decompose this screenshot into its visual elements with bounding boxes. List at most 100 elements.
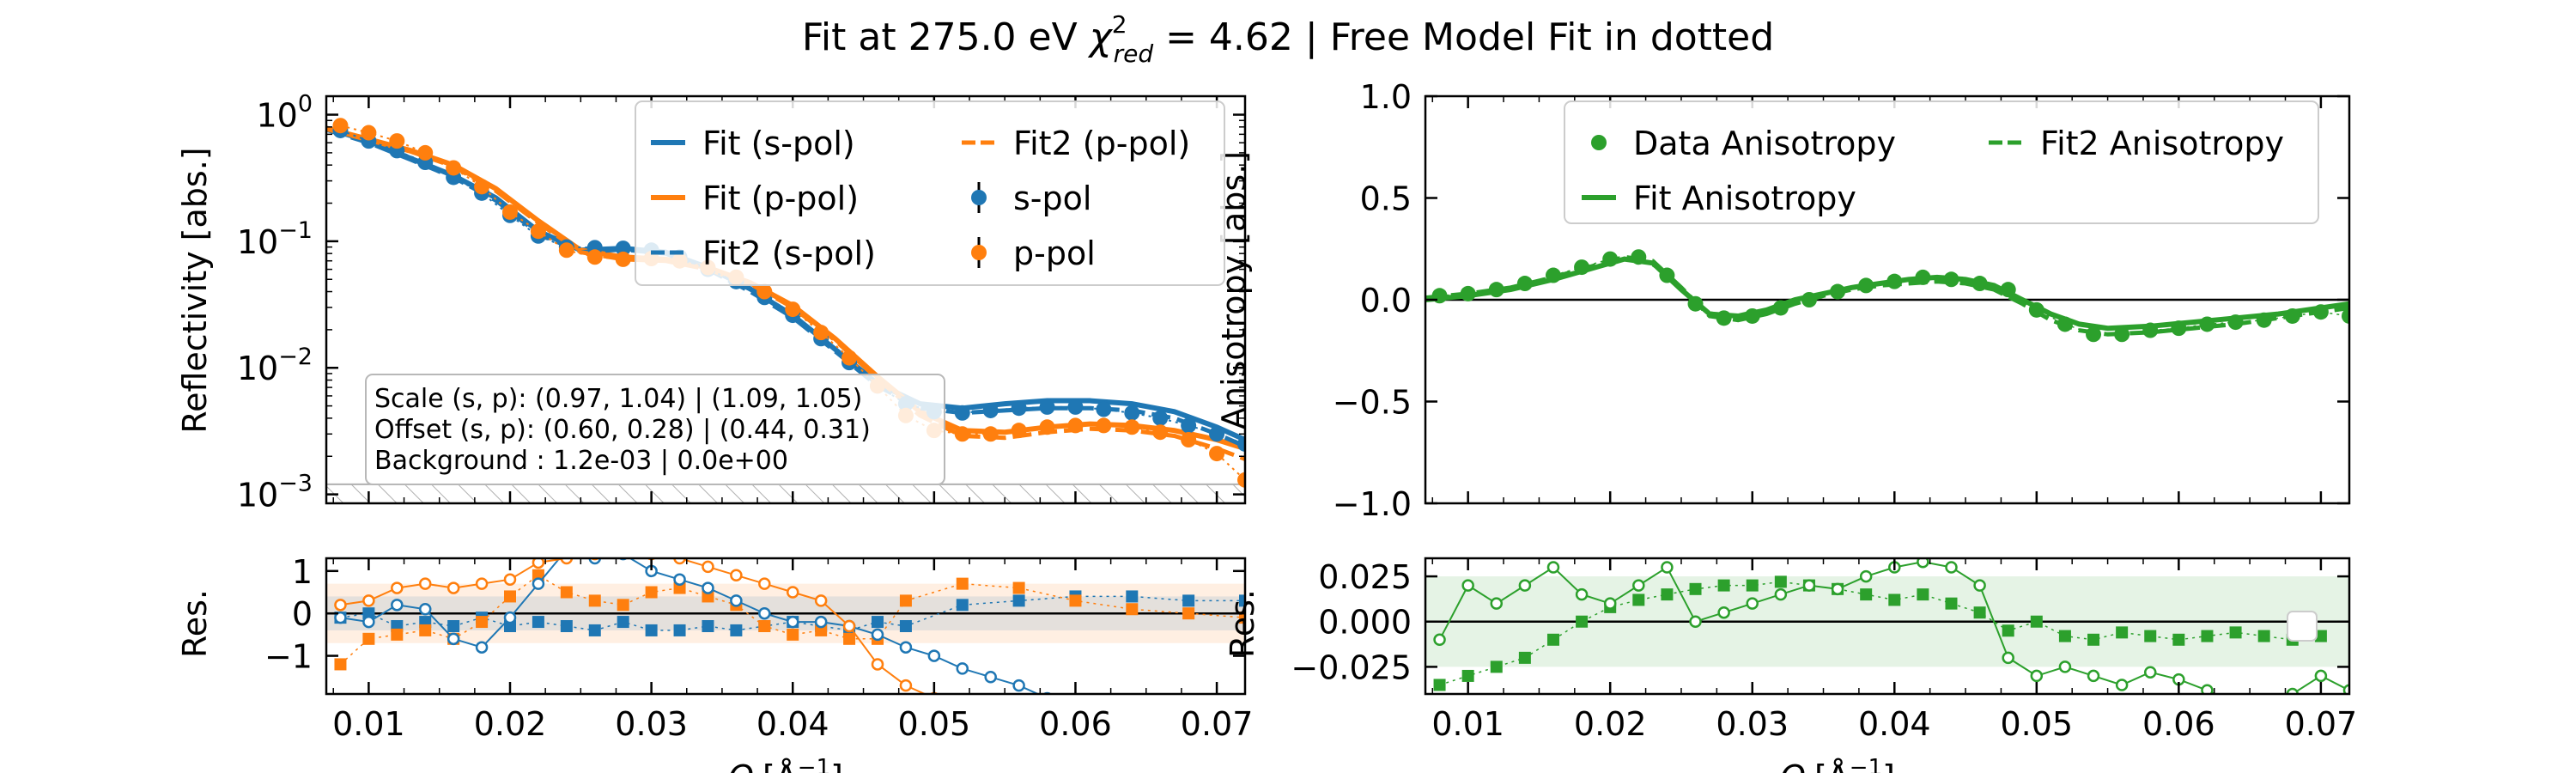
legend-fit2-s: Fit2 (s-pol) xyxy=(651,234,876,272)
anisotropy-series-2-point xyxy=(1516,276,1533,292)
reflectivity-series-4-point xyxy=(1124,405,1140,421)
residuals-reflectivity-series-0-point xyxy=(645,624,658,636)
residuals-anisotropy-series-0-point xyxy=(2058,630,2071,642)
residuals-anisotropy-series-1-point xyxy=(1518,579,1532,592)
anisotropy-series-2-point xyxy=(2057,316,2073,332)
residuals-anisotropy-series-1-point xyxy=(2143,666,2157,679)
anisotropy-series-2-point xyxy=(2028,301,2044,318)
residuals-anisotropy-series-0-point xyxy=(1433,679,1446,691)
residuals-anisotropy-frame xyxy=(1424,557,2351,696)
residuals-anisotropy-series-0-point xyxy=(1717,579,1730,592)
reflectivity-series-5-point xyxy=(1096,417,1112,434)
residuals-reflectivity-series-2-point xyxy=(447,632,460,646)
residuals-anisotropy-series-1-point xyxy=(2002,651,2014,665)
reflectivity-series-5-point xyxy=(1181,432,1197,448)
residuals-reflectivity-frame xyxy=(325,557,1247,696)
reflectivity-panel: 100 10−1 10−2 10−3 xyxy=(237,91,1247,514)
residuals-reflectivity-series-2-point xyxy=(362,615,375,629)
residuals-reflectivity-series-1-point xyxy=(334,658,347,671)
residuals-anisotropy-ytick-label: 0.025 xyxy=(1318,558,1412,596)
residuals-reflectivity-series-1-point xyxy=(391,628,404,641)
anisotropy-series-2-point xyxy=(1744,307,1760,324)
residuals-anisotropy-series-0-point xyxy=(2116,626,2129,639)
residuals-reflectivity-series-1-point xyxy=(419,624,432,636)
residuals-anisotropy-series-0-point xyxy=(2229,626,2242,639)
residuals-anisotropy-series-1-point xyxy=(1603,597,1617,610)
residuals-reflectivity-series-3-point xyxy=(391,581,404,594)
residuals-reflectivity-ytick-label: 1 xyxy=(292,553,313,591)
reflectivity-series-4-point xyxy=(1039,399,1055,415)
residuals-reflectivity-series-1-point xyxy=(1239,612,1245,624)
svg-text:Fit Anisotropy: Fit Anisotropy xyxy=(1633,180,1856,217)
residuals-anisotropy-series-1-point xyxy=(1802,579,1816,592)
anisotropy-ytick-label: 0.0 xyxy=(1360,282,1412,320)
residuals-reflectivity-series-1-point xyxy=(673,581,686,594)
residuals-anisotropy-series-1-point xyxy=(2115,679,2129,691)
residuals-reflectivity-series-1-point xyxy=(787,628,799,641)
residuals-anisotropy-series-1-point xyxy=(1490,597,1504,610)
residuals-reflectivity-series-2-point xyxy=(532,577,545,590)
residuals-anisotropy-series-0-point xyxy=(1546,633,1559,646)
legend-data-anisotropy: Data Anisotropy xyxy=(1591,125,1896,162)
reflectivity-series-5-point xyxy=(841,350,858,366)
legend-data-p: p-pol xyxy=(971,234,1096,272)
residuals-reflectivity-series-2-point xyxy=(673,573,686,586)
reflectivity-series-5-point xyxy=(1237,472,1245,488)
reflectivity-series-5-point xyxy=(446,160,462,176)
residuals-reflectivity-series-3-point xyxy=(418,577,432,590)
residuals-anisotropy-series-0-point xyxy=(1576,615,1589,628)
residuals-reflectivity-series-0-point xyxy=(899,620,912,632)
reflectivity-series-5-point xyxy=(332,118,349,134)
residuals-ylabel-right: Res. xyxy=(1224,589,1261,658)
residuals-reflectivity-series-2-point xyxy=(702,581,714,594)
stats-box: Scale (s, p): (0.97, 1.04) | (1.09, 1.05… xyxy=(365,374,945,485)
residuals-anisotropy-series-0-point xyxy=(1689,582,1702,595)
residuals-reflectivity-series-1-point xyxy=(504,590,516,603)
anisotropy-series-2-point xyxy=(2086,326,2102,343)
reflectivity-series-5-point xyxy=(785,301,801,318)
residuals-reflectivity-series-3-point xyxy=(786,586,799,599)
residuals-anisotropy-series-1-point xyxy=(1717,606,1730,619)
reflectivity-series-5-point xyxy=(615,251,631,267)
residuals-anisotropy-series-0-point xyxy=(2172,633,2185,646)
stats-scale: Scale (s, p): (0.97, 1.04) | (1.09, 1.05… xyxy=(374,384,862,414)
residuals-reflectivity-series-0-point xyxy=(447,620,460,632)
legend-fit-p: Fit (p-pol) xyxy=(651,180,859,217)
anisotropy-series-2-point xyxy=(2284,307,2300,324)
reflectivity-series-5-point xyxy=(813,325,829,341)
residuals-reflectivity-series-3-line xyxy=(340,558,927,694)
residuals-reflectivity-series-1-point xyxy=(956,577,969,590)
reflectivity-series-5-point xyxy=(502,204,518,220)
anisotropy-series-2-point xyxy=(1915,269,1931,285)
anisotropy-series-2-point xyxy=(1772,300,1789,316)
residuals-anisotropy-series-1-point xyxy=(2342,684,2349,694)
residuals-anisotropy-series-1-point xyxy=(1575,587,1589,601)
reflectivity-ytick-label: 10−3 xyxy=(237,471,313,514)
anisotropy-series-2-point xyxy=(1431,288,1448,304)
anisotropy-series-2-point xyxy=(2342,307,2349,324)
reflectivity-series-5-point xyxy=(361,125,377,141)
anisotropy-ytick-label: −1.0 xyxy=(1333,485,1412,523)
residuals-reflectivity-series-2-point xyxy=(758,606,771,620)
residuals-reflectivity-series-2-point xyxy=(562,545,572,555)
residuals-reflectivity-xtick-label: 0.06 xyxy=(1039,705,1112,743)
residuals-reflectivity-series-1-point xyxy=(645,586,658,599)
reflectivity-series-4-point xyxy=(1209,426,1225,442)
anisotropy-series-2-point xyxy=(1545,267,1561,283)
residuals-reflectivity-series-2-point xyxy=(814,615,828,629)
reflectivity-series-5-point xyxy=(756,283,773,300)
residuals-anisotropy-series-0-point xyxy=(1490,660,1503,673)
residuals-reflectivity-series-0-point xyxy=(956,599,969,612)
residuals-reflectivity-series-2-point xyxy=(786,615,799,629)
residuals-anisotropy-series-0-point xyxy=(1774,575,1787,588)
residuals-xlabel-right: Q[Å−1] xyxy=(1780,755,1895,773)
residuals-anisotropy-series-1-point xyxy=(2314,669,2328,683)
residuals-reflectivity-series-2-point xyxy=(1012,679,1025,692)
reflectivity-series-4-point xyxy=(1152,410,1169,426)
residuals-anisotropy-xtick-label: 0.03 xyxy=(1716,705,1789,743)
residuals-reflectivity-series-1-point xyxy=(758,620,771,632)
residuals-anisotropy-xtick-label: 0.02 xyxy=(1574,705,1647,743)
background-hatch xyxy=(326,484,1245,503)
residuals-anisotropy-series-1-point xyxy=(1632,579,1645,592)
anisotropy-series-2-point xyxy=(1488,282,1504,298)
